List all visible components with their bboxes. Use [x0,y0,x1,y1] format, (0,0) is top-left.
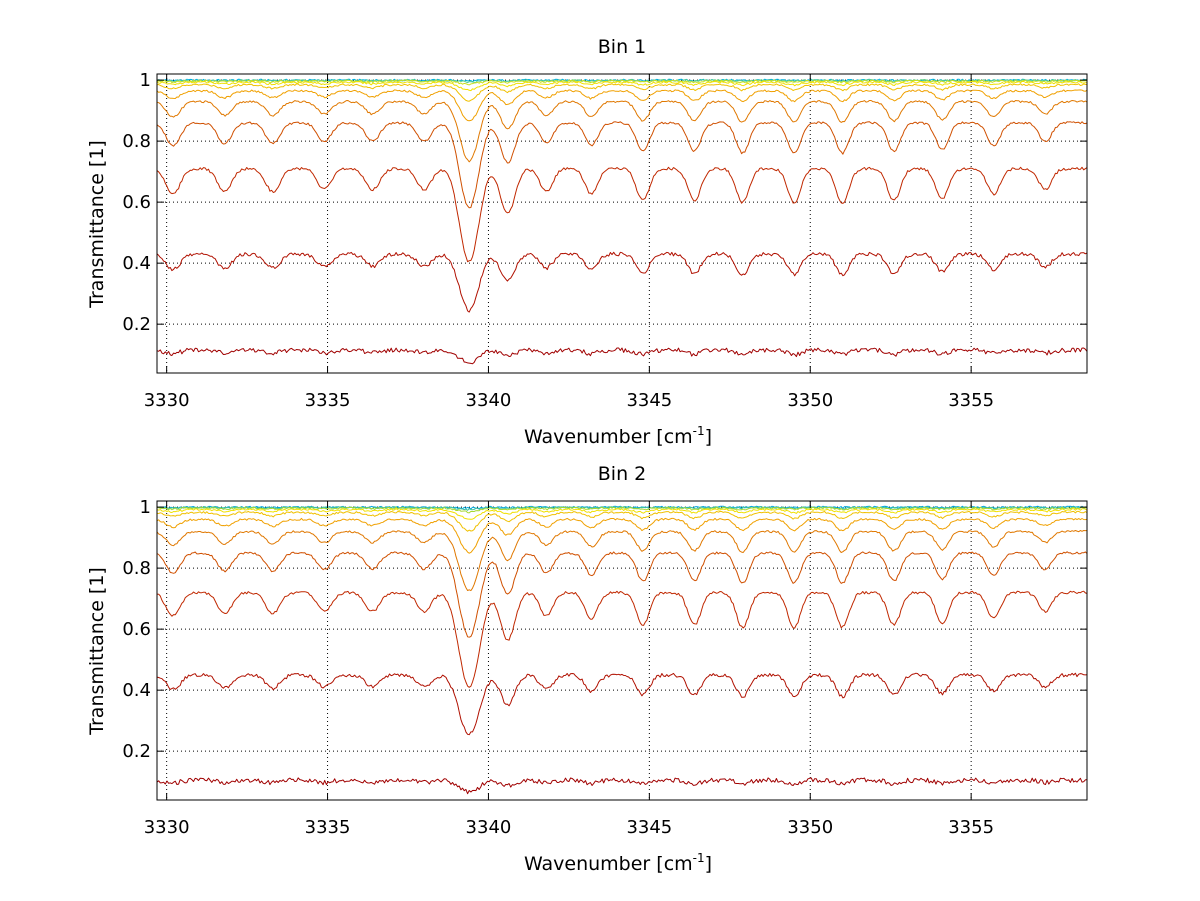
x-ticks: 3330 3335 3340 3345 3350 3355 [144,501,994,838]
chart-title: Bin 1 [598,36,646,58]
x-tick-label: 3355 [948,817,994,838]
series-line [156,590,1088,688]
x-axis-label: Wavenumber [cm-1] [524,851,712,875]
series-line [156,80,1088,92]
x-axis-label-close: ] [705,853,712,875]
series-line [156,517,1088,554]
x-tick-label: 3345 [626,817,672,838]
chart-title: Bin 2 [598,463,646,485]
y-tick-label: 0.2 [122,741,151,762]
x-ticks: 3330 3335 3340 3345 3350 3355 [144,74,994,411]
y-tick-label: 0.6 [122,619,151,640]
axes-frame [156,73,1088,374]
x-tick-label: 3335 [305,817,351,838]
x-axis-label-close: ] [705,426,712,448]
y-tick-label: 0.8 [122,558,151,579]
series-line [156,89,1088,122]
y-axis-label: Transmittance [1] [86,140,108,309]
series-group [156,78,1088,365]
panel-bin-1: Bin 1 0.2 0.4 0.6 0.8 1 3330 3335 3340 3345 3350… [86,36,1088,448]
series-line [156,83,1088,102]
x-axis-label: Wavenumber [cm-1] [524,424,712,448]
axes-frame [156,500,1088,801]
x-axis-label-base: Wavenumber [cm [524,426,693,448]
x-axis-label-base: Wavenumber [cm [524,853,693,875]
y-tick-label: 0.4 [122,680,151,701]
x-tick-label: 3340 [466,817,512,838]
x-tick-label: 3330 [144,817,190,838]
x-tick-label: 3340 [466,390,512,411]
series-line [156,166,1088,263]
y-ticks: 0.2 0.4 0.6 0.8 1 [122,497,1087,762]
y-axis-label: Transmittance [1] [86,567,108,736]
series-line [156,777,1088,795]
x-tick-label: 3350 [787,390,833,411]
x-tick-label: 3335 [305,390,351,411]
panel-bin-2: Bin 2 0.2 0.4 0.6 0.8 1 3330 3335 3340 3345 3350… [86,463,1088,875]
x-axis-label-sup: -1 [693,424,705,438]
series-line [156,347,1088,365]
series-line [156,530,1087,592]
series-line [156,510,1088,532]
y-tick-label: 1 [140,497,151,518]
y-tick-label: 0.6 [122,192,151,213]
x-axis-label-sup: -1 [693,851,705,865]
x-tick-label: 3345 [626,390,672,411]
series-group [156,505,1088,795]
y-ticks: 0.2 0.4 0.6 0.8 1 [122,70,1087,335]
series-line [156,672,1088,736]
series-line [156,121,1088,209]
y-tick-label: 0.4 [122,253,151,274]
y-tick-label: 0.8 [122,131,151,152]
series-line [156,100,1088,163]
series-line [156,551,1088,638]
series-line [156,508,1088,520]
x-tick-label: 3355 [948,390,994,411]
x-tick-label: 3350 [787,817,833,838]
y-tick-label: 0.2 [122,314,151,335]
x-tick-label: 3330 [144,390,190,411]
series-line [156,251,1088,313]
series-line [156,506,1088,514]
y-tick-label: 1 [140,70,151,91]
series-line [156,79,1088,86]
